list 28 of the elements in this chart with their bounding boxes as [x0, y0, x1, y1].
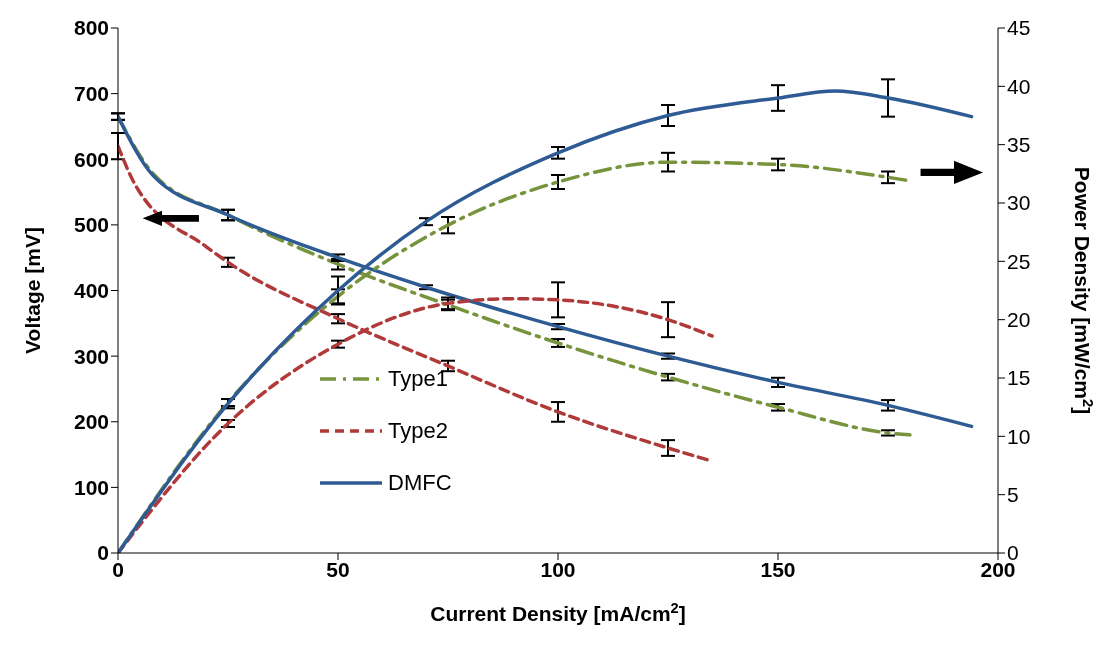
x-tick-label: 150	[760, 557, 796, 581]
legend-label: Type2	[388, 418, 448, 444]
x-tick-label: 0	[112, 557, 124, 581]
y-tick-label: 800	[73, 16, 109, 40]
y2-tick-label: 35	[1007, 133, 1031, 157]
x-tick-label: 50	[326, 557, 350, 581]
y-tick-label: 400	[73, 278, 109, 302]
y2-tick-label: 45	[1007, 16, 1031, 40]
y2-tick-label: 40	[1007, 74, 1031, 98]
y-tick-label: 700	[73, 82, 109, 106]
y2-tick-label: 5	[1007, 483, 1019, 507]
y-tick-label: 600	[73, 147, 109, 171]
y2-tick-label: 20	[1007, 308, 1031, 332]
y2-tick-label: 15	[1007, 366, 1031, 390]
y-tick-label: 0	[97, 541, 109, 565]
legend-label: Type1	[388, 366, 448, 392]
y-tick-label: 300	[73, 344, 109, 368]
y-tick-label: 100	[73, 475, 109, 499]
legend-label: DMFC	[388, 470, 452, 496]
y2-tick-label: 30	[1007, 191, 1031, 215]
x-axis-title: Current Density [mA/cm$^{2}$]	[430, 600, 686, 625]
y-tick-label: 500	[73, 213, 109, 237]
y2-tick-label: 10	[1007, 424, 1031, 448]
line-series	[118, 89, 974, 553]
y2-tick-label: 25	[1007, 249, 1031, 273]
x-tick-label: 100	[540, 557, 576, 581]
y-tick-label: 200	[73, 410, 109, 434]
y-axis-title: Voltage [mV]	[21, 227, 44, 354]
